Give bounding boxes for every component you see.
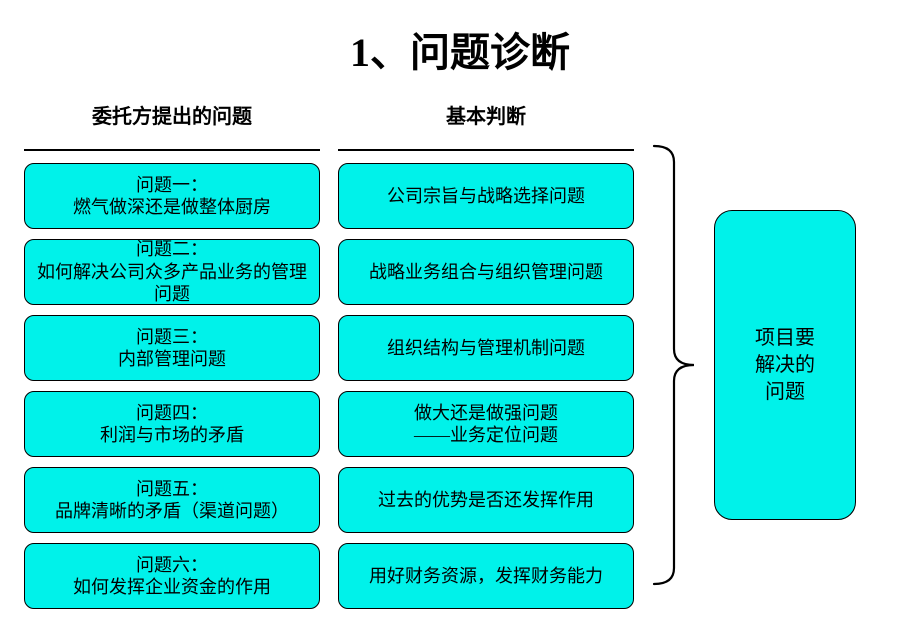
left-box-1-line2: 燃气做深还是做整体厨房 <box>73 196 271 219</box>
mid-box-6: 用好财务资源，发挥财务能力 <box>338 543 634 609</box>
mid-box-4: 做大还是做强问题——业务定位问题 <box>338 391 634 457</box>
mid-box-1: 公司宗旨与战略选择问题 <box>338 163 634 229</box>
left-box-3-line1: 问题三： <box>136 326 208 349</box>
result-line-3: 问题 <box>755 379 815 406</box>
left-box-5-line2: 品牌清晰的矛盾（渠道问题） <box>55 500 289 523</box>
page-title: 1、问题诊断 <box>0 0 920 96</box>
mid-box-5: 过去的优势是否还发挥作用 <box>338 467 634 533</box>
result-line-1: 项目要 <box>755 325 815 352</box>
mid-box-6-line1: 用好财务资源，发挥财务能力 <box>369 565 603 588</box>
mid-column-header: 基本判断 <box>446 96 526 135</box>
left-box-4-line1: 问题四： <box>136 402 208 425</box>
curly-brace-icon <box>652 142 696 588</box>
left-box-1: 问题一：燃气做深还是做整体厨房 <box>24 163 320 229</box>
result-text: 项目要 解决的 问题 <box>755 325 815 406</box>
mid-box-5-line1: 过去的优势是否还发挥作用 <box>378 489 594 512</box>
left-box-5: 问题五：品牌清晰的矛盾（渠道问题） <box>24 467 320 533</box>
mid-box-3-line1: 组织结构与管理机制问题 <box>387 337 585 360</box>
mid-column: 基本判断 公司宗旨与战略选择问题战略业务组合与组织管理问题组织结构与管理机制问题… <box>338 96 634 609</box>
left-column: 委托方提出的问题 问题一：燃气做深还是做整体厨房问题二：如何解决公司众多产品业务… <box>24 96 320 609</box>
left-box-4-line2: 利润与市场的矛盾 <box>100 424 244 447</box>
left-box-stack: 问题一：燃气做深还是做整体厨房问题二：如何解决公司众多产品业务的管理问题问题三：… <box>24 163 320 609</box>
left-box-4: 问题四：利润与市场的矛盾 <box>24 391 320 457</box>
mid-box-1-line1: 公司宗旨与战略选择问题 <box>387 185 585 208</box>
mid-box-2-line1: 战略业务组合与组织管理问题 <box>369 261 603 284</box>
result-column: 项目要 解决的 问题 <box>714 142 856 588</box>
diagram-columns: 委托方提出的问题 问题一：燃气做深还是做整体厨房问题二：如何解决公司众多产品业务… <box>0 96 920 609</box>
mid-box-2: 战略业务组合与组织管理问题 <box>338 239 634 305</box>
left-column-header: 委托方提出的问题 <box>92 96 252 135</box>
left-box-1-line1: 问题一： <box>136 174 208 197</box>
left-box-6: 问题六：如何发挥企业资金的作用 <box>24 543 320 609</box>
left-box-2: 问题二：如何解决公司众多产品业务的管理问题 <box>24 239 320 305</box>
left-box-2-line2: 如何解决公司众多产品业务的管理问题 <box>31 261 313 306</box>
mid-box-4-line2: ——业务定位问题 <box>414 424 558 447</box>
left-box-2-line1: 问题二： <box>136 238 208 261</box>
left-box-6-line1: 问题六： <box>136 554 208 577</box>
result-box: 项目要 解决的 问题 <box>714 210 856 520</box>
left-box-6-line2: 如何发挥企业资金的作用 <box>73 576 271 599</box>
left-box-5-line1: 问题五： <box>136 478 208 501</box>
left-header-rule <box>24 149 320 151</box>
mid-header-rule <box>338 149 634 151</box>
left-box-3-line2: 内部管理问题 <box>118 348 226 371</box>
mid-box-4-line1: 做大还是做强问题 <box>414 402 558 425</box>
left-box-3: 问题三：内部管理问题 <box>24 315 320 381</box>
result-line-2: 解决的 <box>755 352 815 379</box>
brace-column <box>652 142 696 588</box>
mid-box-3: 组织结构与管理机制问题 <box>338 315 634 381</box>
mid-box-stack: 公司宗旨与战略选择问题战略业务组合与组织管理问题组织结构与管理机制问题做大还是做… <box>338 163 634 609</box>
